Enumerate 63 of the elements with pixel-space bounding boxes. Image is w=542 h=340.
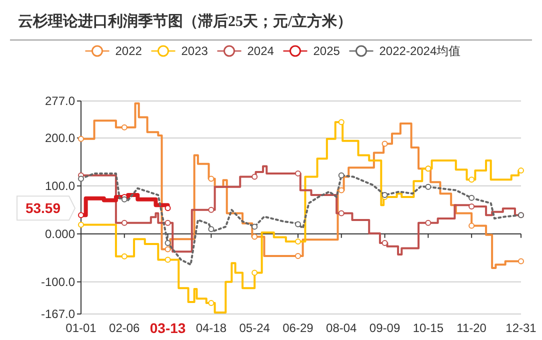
point: [121, 196, 128, 202]
point: [294, 221, 301, 228]
point: [121, 253, 128, 260]
x-tick-label: 02-06: [109, 321, 140, 335]
y-tick-label: 277.0: [44, 94, 76, 108]
point: [518, 168, 524, 174]
y-tick-label: -167.0: [40, 307, 76, 322]
point: [468, 194, 475, 201]
point: [425, 220, 432, 226]
point: [468, 204, 475, 210]
chart-title: 云杉理论进口利润季节图（滞后25天；元/立方米）: [18, 12, 352, 30]
x-tick-label: 08-04: [326, 321, 358, 335]
point: [338, 119, 344, 126]
legend-label: 2024: [247, 44, 274, 58]
point: [382, 240, 388, 246]
y-tick-label: 0.000: [44, 227, 76, 242]
point: [78, 136, 84, 142]
point: [468, 222, 475, 229]
legend-label: 2022-2024均值: [379, 44, 461, 58]
point: [468, 176, 475, 183]
point: [518, 258, 524, 264]
point: [294, 170, 301, 176]
point: [208, 206, 214, 213]
point: [164, 240, 171, 246]
point: [164, 246, 171, 252]
point: [338, 187, 344, 194]
y-tick-label: -100.0: [40, 275, 76, 290]
y-tick-label: 200.0: [44, 131, 76, 146]
point: [121, 124, 128, 130]
text: 53.59: [25, 200, 61, 216]
point: [294, 238, 301, 245]
point: [78, 222, 84, 228]
point: [294, 252, 301, 259]
x-tick-label: 01-01: [66, 321, 97, 335]
point: [208, 300, 214, 306]
x-tick-label: 09-09: [369, 321, 400, 335]
point: [78, 176, 84, 182]
x-tick-label: 10-15: [412, 321, 444, 335]
point: [252, 174, 258, 180]
point: [252, 270, 258, 276]
legend-label: 2025: [313, 44, 340, 58]
text: 03-13: [150, 320, 186, 336]
point: [164, 220, 171, 226]
x-tick-label: 06-29: [282, 321, 314, 335]
point: [252, 234, 258, 240]
y-tick-label: 100.0: [44, 179, 76, 194]
x-tick-label: 11-20: [456, 321, 487, 335]
point: [425, 184, 432, 190]
point: [382, 140, 388, 147]
x-tick-label: 05-24: [239, 321, 270, 335]
legend-label: 2022: [115, 44, 142, 58]
point: [338, 210, 344, 216]
point: [338, 172, 344, 178]
point: [78, 212, 84, 218]
point: [121, 220, 128, 226]
point: [208, 176, 214, 182]
x-tick-label: 04-18: [196, 321, 227, 335]
legend-label: 2023: [181, 44, 208, 58]
point: [252, 224, 258, 230]
x-tick-label: 12-31: [506, 321, 537, 335]
point: [164, 256, 171, 263]
point: [164, 205, 171, 212]
point: [208, 226, 214, 232]
